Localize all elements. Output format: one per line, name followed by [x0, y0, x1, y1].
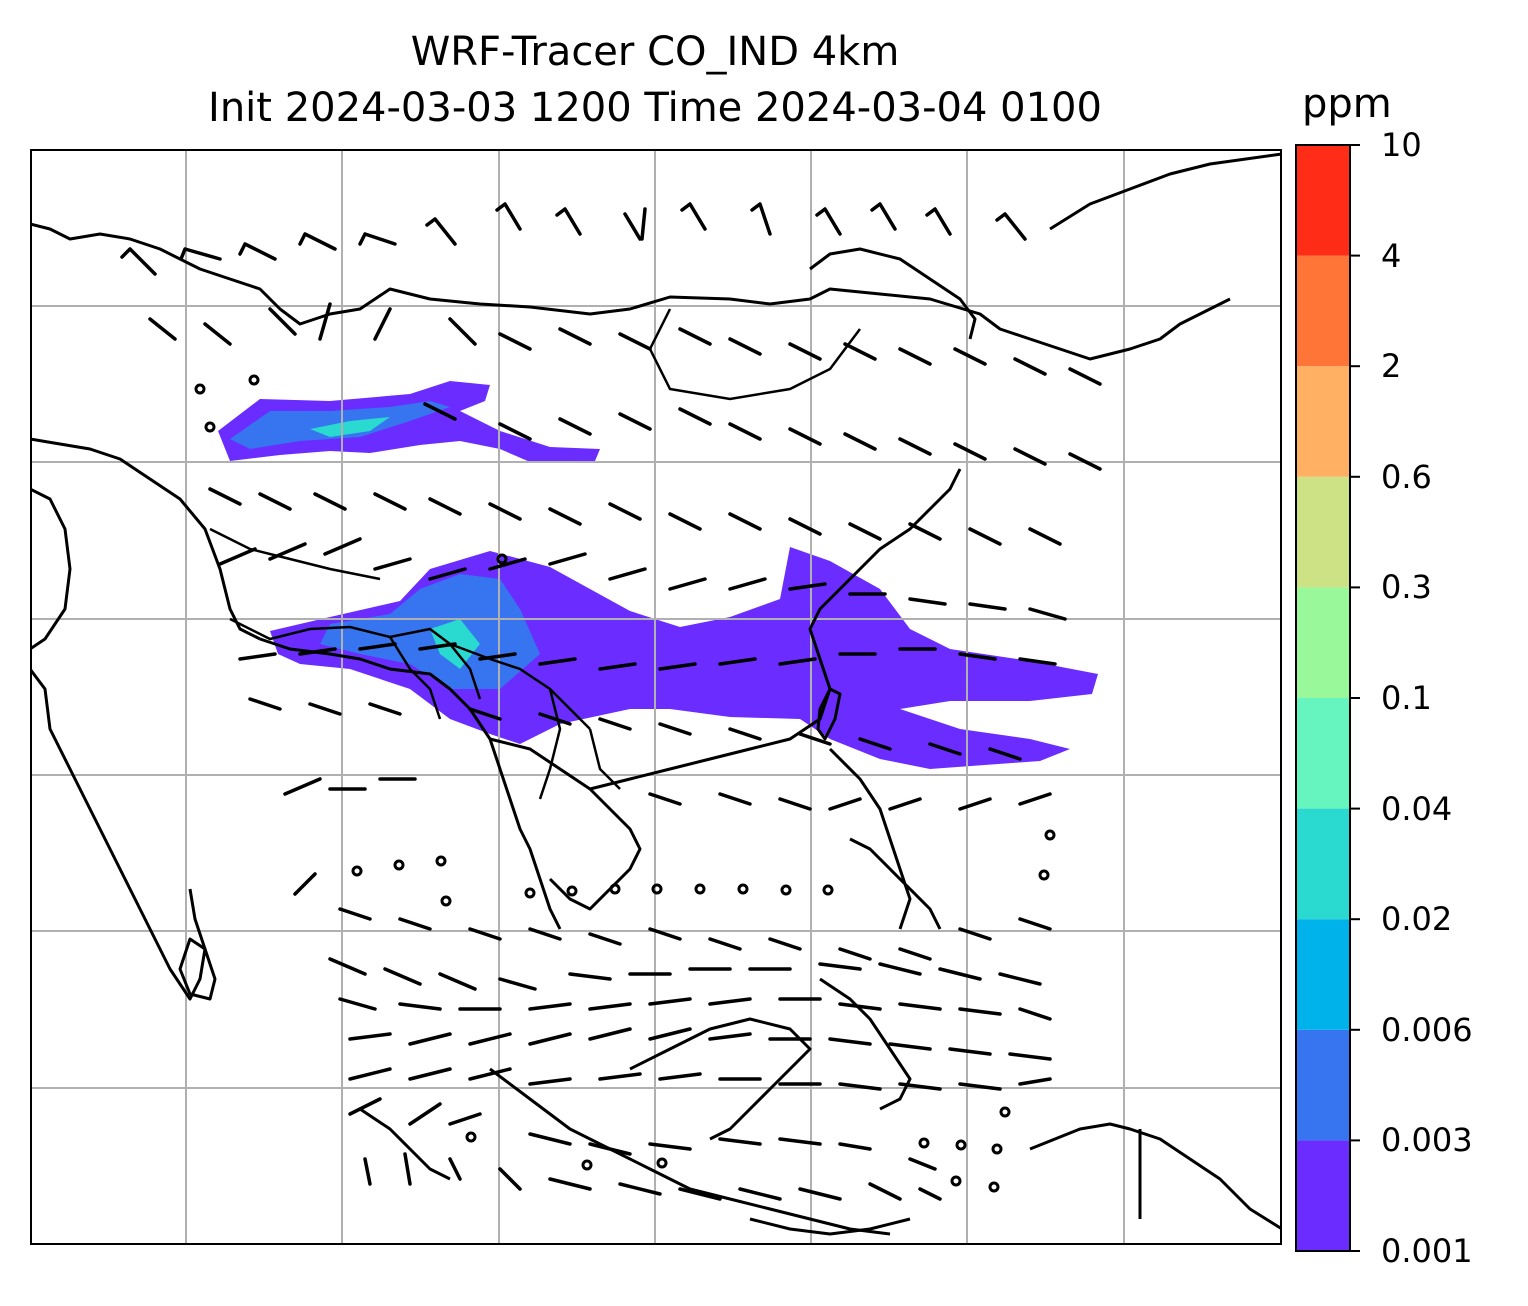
- colorbar-bin: [1296, 587, 1350, 698]
- colorbar-bin: [1296, 255, 1350, 367]
- colorbar-tick-label: 0.6: [1381, 457, 1432, 496]
- colorbar-tick-label: 0.1: [1381, 679, 1432, 717]
- colorbar-bin: [1296, 698, 1350, 809]
- colorbar-bin: [1296, 808, 1350, 920]
- colorbar-bin: [1296, 145, 1350, 256]
- colorbar-tick-label: 10: [1381, 126, 1422, 164]
- colorbar-tick-label: 0.003: [1381, 1121, 1473, 1160]
- colorbar-bin: [1296, 1140, 1350, 1251]
- map-title-line1: WRF-Tracer CO_IND 4km: [410, 29, 900, 75]
- colorbar-unit-label: ppm: [1302, 81, 1392, 127]
- map-frame: [30, 149, 1282, 1245]
- colorbar-tick-label: 0.006: [1381, 1010, 1473, 1049]
- colorbar-tick-label: 0.001: [1381, 1232, 1473, 1270]
- map-title-line2: Init 2024-03-03 1200 Time 2024-03-04 010…: [208, 85, 1102, 131]
- colorbar-tick-label: 4: [1381, 236, 1402, 275]
- colorbar-bin: [1296, 919, 1350, 1030]
- colorbar-tick-label: 0.3: [1381, 568, 1432, 607]
- plume-north-core: [310, 417, 390, 437]
- lat-lon-gridlines: [30, 149, 1282, 1245]
- colorbar-tick-label: 0.02: [1381, 900, 1453, 939]
- plume-north: [218, 381, 600, 462]
- map-plot: [30, 149, 1282, 1245]
- calm-wind-circles: [194, 374, 1056, 1193]
- plume-central-inner: [320, 574, 540, 689]
- colorbar-bin: [1296, 366, 1350, 477]
- colorbar-bin: [1296, 476, 1350, 588]
- wind-barbs: [120, 202, 1102, 1201]
- colorbar: [1295, 144, 1360, 1252]
- tracer-plumes: [218, 381, 1098, 769]
- colorbar-tick-label: 0.04: [1381, 789, 1453, 828]
- colorbar-bin: [1296, 1029, 1350, 1141]
- colorbar-tick-label: 2: [1381, 347, 1402, 386]
